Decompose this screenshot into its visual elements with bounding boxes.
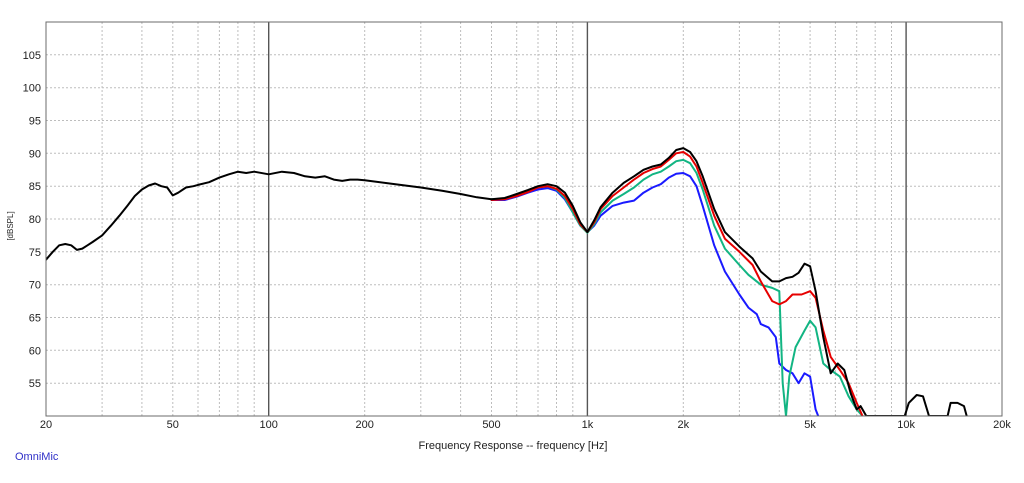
y-axis-label: [dBSPL] <box>6 211 15 240</box>
y-tick-label: 65 <box>29 313 41 325</box>
x-tick-label: 200 <box>356 419 374 431</box>
omnimic-brand-label: OmniMic <box>15 451 59 463</box>
series-line-4 <box>46 147 968 416</box>
x-tick-label: 20 <box>40 419 52 431</box>
x-tick-label: 100 <box>260 419 278 431</box>
x-tick-label: 5k <box>804 419 816 431</box>
y-tick-labels: 55 60 65 70 75 80 85 90 95 100 105 <box>23 50 41 390</box>
x-tick-label: 10k <box>897 419 915 431</box>
y-tick-label: 100 <box>23 83 41 95</box>
x-tick-labels: 20 50 100 200 500 1k 2k 5k 10k 20k <box>40 419 1011 431</box>
y-tick-label: 95 <box>29 116 41 128</box>
y-tick-label: 90 <box>29 148 41 160</box>
y-tick-label: 70 <box>29 280 41 292</box>
y-tick-label: 80 <box>29 214 41 226</box>
x-axis-label: Frequency Response -- frequency [Hz] <box>419 440 608 452</box>
plot-frame <box>45 21 1003 417</box>
series-line-3 <box>490 151 864 416</box>
x-tick-label: 2k <box>677 419 689 431</box>
series-line-2 <box>490 158 864 416</box>
y-tick-label: 105 <box>23 50 41 62</box>
x-tick-label: 500 <box>482 419 500 431</box>
series-layer <box>46 147 968 416</box>
x-tick-label: 20k <box>993 419 1011 431</box>
minor-grid <box>46 22 1002 416</box>
y-tick-label: 75 <box>29 247 41 259</box>
major-grid <box>268 22 907 416</box>
x-tick-label: 50 <box>167 419 179 431</box>
x-tick-label: 1k <box>582 419 594 431</box>
y-tick-label: 60 <box>29 345 41 357</box>
y-tick-label: 55 <box>29 378 41 390</box>
y-tick-label: 85 <box>29 181 41 193</box>
